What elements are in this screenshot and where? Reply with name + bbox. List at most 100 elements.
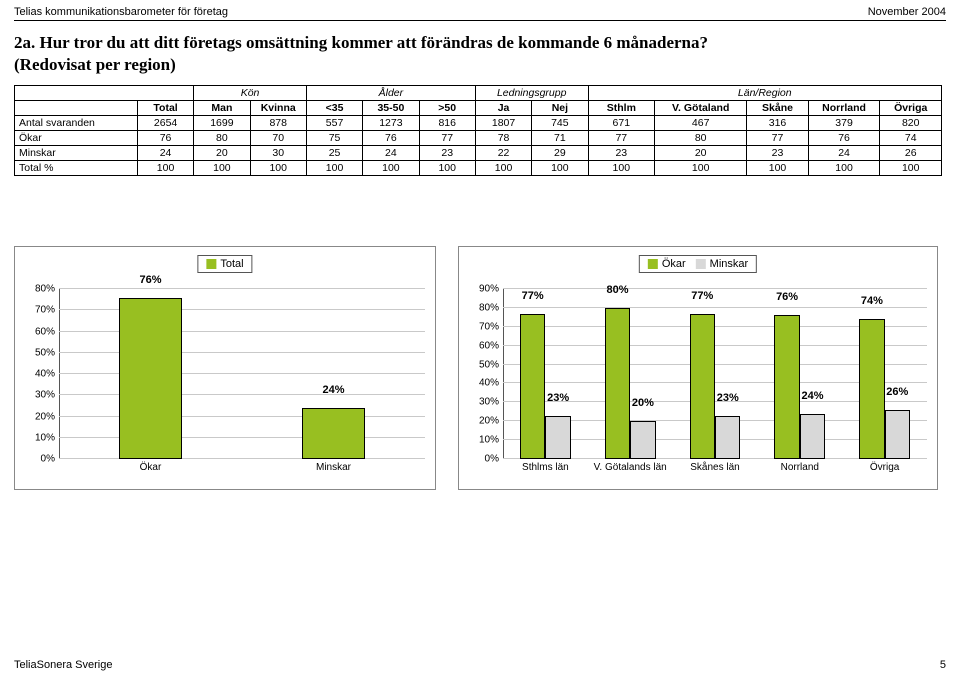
gridline (59, 309, 425, 310)
chart-bar (690, 314, 715, 459)
y-tick-label: 80% (465, 302, 499, 313)
bar-value-label: 76% (776, 291, 798, 303)
table-cell: 316 (747, 116, 808, 131)
chart-legend: Ökar Minskar (639, 255, 757, 273)
table-cell: 76 (363, 131, 419, 146)
table-row-label: Total % (15, 161, 138, 176)
chart-bar (630, 421, 655, 459)
table-cell: 30 (250, 146, 306, 161)
chart-total: Total 0%10%20%30%40%50%60%70%80%Ökar76%M… (14, 246, 436, 490)
table-column-header: Nej (532, 101, 588, 116)
table-cell: 100 (532, 161, 588, 176)
y-tick-label: 80% (21, 284, 55, 295)
y-tick-label: 20% (21, 411, 55, 422)
table-cell: 20 (655, 146, 747, 161)
gridline (503, 288, 927, 289)
chart-plot: 0%10%20%30%40%50%60%70%80%90%Sthlms län7… (503, 289, 927, 459)
legend-item: Total (206, 258, 243, 270)
question-title: 2a. Hur tror du att ditt företags omsätt… (14, 33, 946, 53)
chart-bar (605, 308, 630, 459)
category-label: Sthlms län (505, 462, 585, 473)
y-tick-label: 0% (465, 454, 499, 465)
table-column-header: Kvinna (250, 101, 306, 116)
legend-item: Minskar (696, 258, 749, 270)
table-cell: 75 (306, 131, 362, 146)
chart-bar (715, 416, 740, 459)
y-tick-label: 10% (465, 435, 499, 446)
header-rule (14, 20, 946, 21)
category-label: Ökar (111, 462, 191, 473)
data-table: KönÅlderLedningsgruppLän/Region TotalMan… (14, 85, 942, 176)
gridline (59, 437, 425, 438)
table-column-header: Total (137, 101, 193, 116)
table-group-header: Län/Region (588, 86, 941, 101)
table-cell: 26 (880, 146, 942, 161)
table-cell: 77 (419, 131, 475, 146)
legend-label: Ökar (662, 258, 686, 270)
y-tick-label: 70% (465, 321, 499, 332)
footer-left: TeliaSonera Sverige (14, 659, 112, 671)
bar-value-label: 20% (632, 397, 654, 409)
gridline (59, 416, 425, 417)
chart-bar (885, 410, 910, 459)
table-cell: 22 (475, 146, 531, 161)
table-cell: 100 (250, 161, 306, 176)
table-cell: 78 (475, 131, 531, 146)
bar-value-label: 24% (322, 384, 344, 396)
table-cell: 71 (532, 131, 588, 146)
gridline (59, 394, 425, 395)
table-column-header: >50 (419, 101, 475, 116)
page-footer: TeliaSonera Sverige 5 (14, 659, 946, 671)
chart-bar (119, 298, 181, 460)
table-cell: 100 (880, 161, 942, 176)
table-cell: 100 (475, 161, 531, 176)
table-group-row: KönÅlderLedningsgruppLän/Region (15, 86, 942, 101)
chart-bar (302, 408, 364, 459)
bar-value-label: 23% (717, 392, 739, 404)
chart-bar (774, 315, 799, 459)
table-cell: 671 (588, 116, 655, 131)
y-tick-label: 40% (465, 378, 499, 389)
table-cell: 77 (588, 131, 655, 146)
table-cell: 23 (419, 146, 475, 161)
table-cell: 878 (250, 116, 306, 131)
table-cell: 24 (363, 146, 419, 161)
table-row-label: Ökar (15, 131, 138, 146)
y-tick-label: 40% (21, 369, 55, 380)
table-cell: 1273 (363, 116, 419, 131)
table-column-header: Skåne (747, 101, 808, 116)
table-cell: 70 (250, 131, 306, 146)
table-cell: 100 (588, 161, 655, 176)
table-cell: 23 (588, 146, 655, 161)
y-tick-label: 50% (465, 359, 499, 370)
table-column-header: Sthlm (588, 101, 655, 116)
table-column-header: <35 (306, 101, 362, 116)
table-cell: 1807 (475, 116, 531, 131)
table-row: Total %100100100100100100100100100100100… (15, 161, 942, 176)
bar-value-label: 76% (139, 274, 161, 286)
table-cell: 100 (808, 161, 880, 176)
chart-regions: Ökar Minskar 0%10%20%30%40%50%60%70%80%90… (458, 246, 938, 490)
bar-value-label: 77% (522, 290, 544, 302)
table-group-header: Ålder (306, 86, 475, 101)
table-column-header: Övriga (880, 101, 942, 116)
table-cell: 100 (194, 161, 250, 176)
question-subtitle: (Redovisat per region) (14, 55, 946, 75)
table-cell: 100 (747, 161, 808, 176)
y-tick-label: 30% (465, 397, 499, 408)
gridline (59, 288, 425, 289)
gridline (59, 373, 425, 374)
table-row: Minskar24203025242322292320232426 (15, 146, 942, 161)
table-row: Ökar76807075767778717780777674 (15, 131, 942, 146)
chart-legend: Total (197, 255, 252, 273)
table-row-label: Minskar (15, 146, 138, 161)
table-cell: 20 (194, 146, 250, 161)
table-column-header: V. Götaland (655, 101, 747, 116)
chart-bar (520, 314, 545, 459)
category-label: Skånes län (675, 462, 755, 473)
category-label: Övriga (845, 462, 925, 473)
bar-value-label: 26% (886, 386, 908, 398)
y-tick-label: 10% (21, 432, 55, 443)
category-label: Minskar (294, 462, 374, 473)
category-label: Norrland (760, 462, 840, 473)
